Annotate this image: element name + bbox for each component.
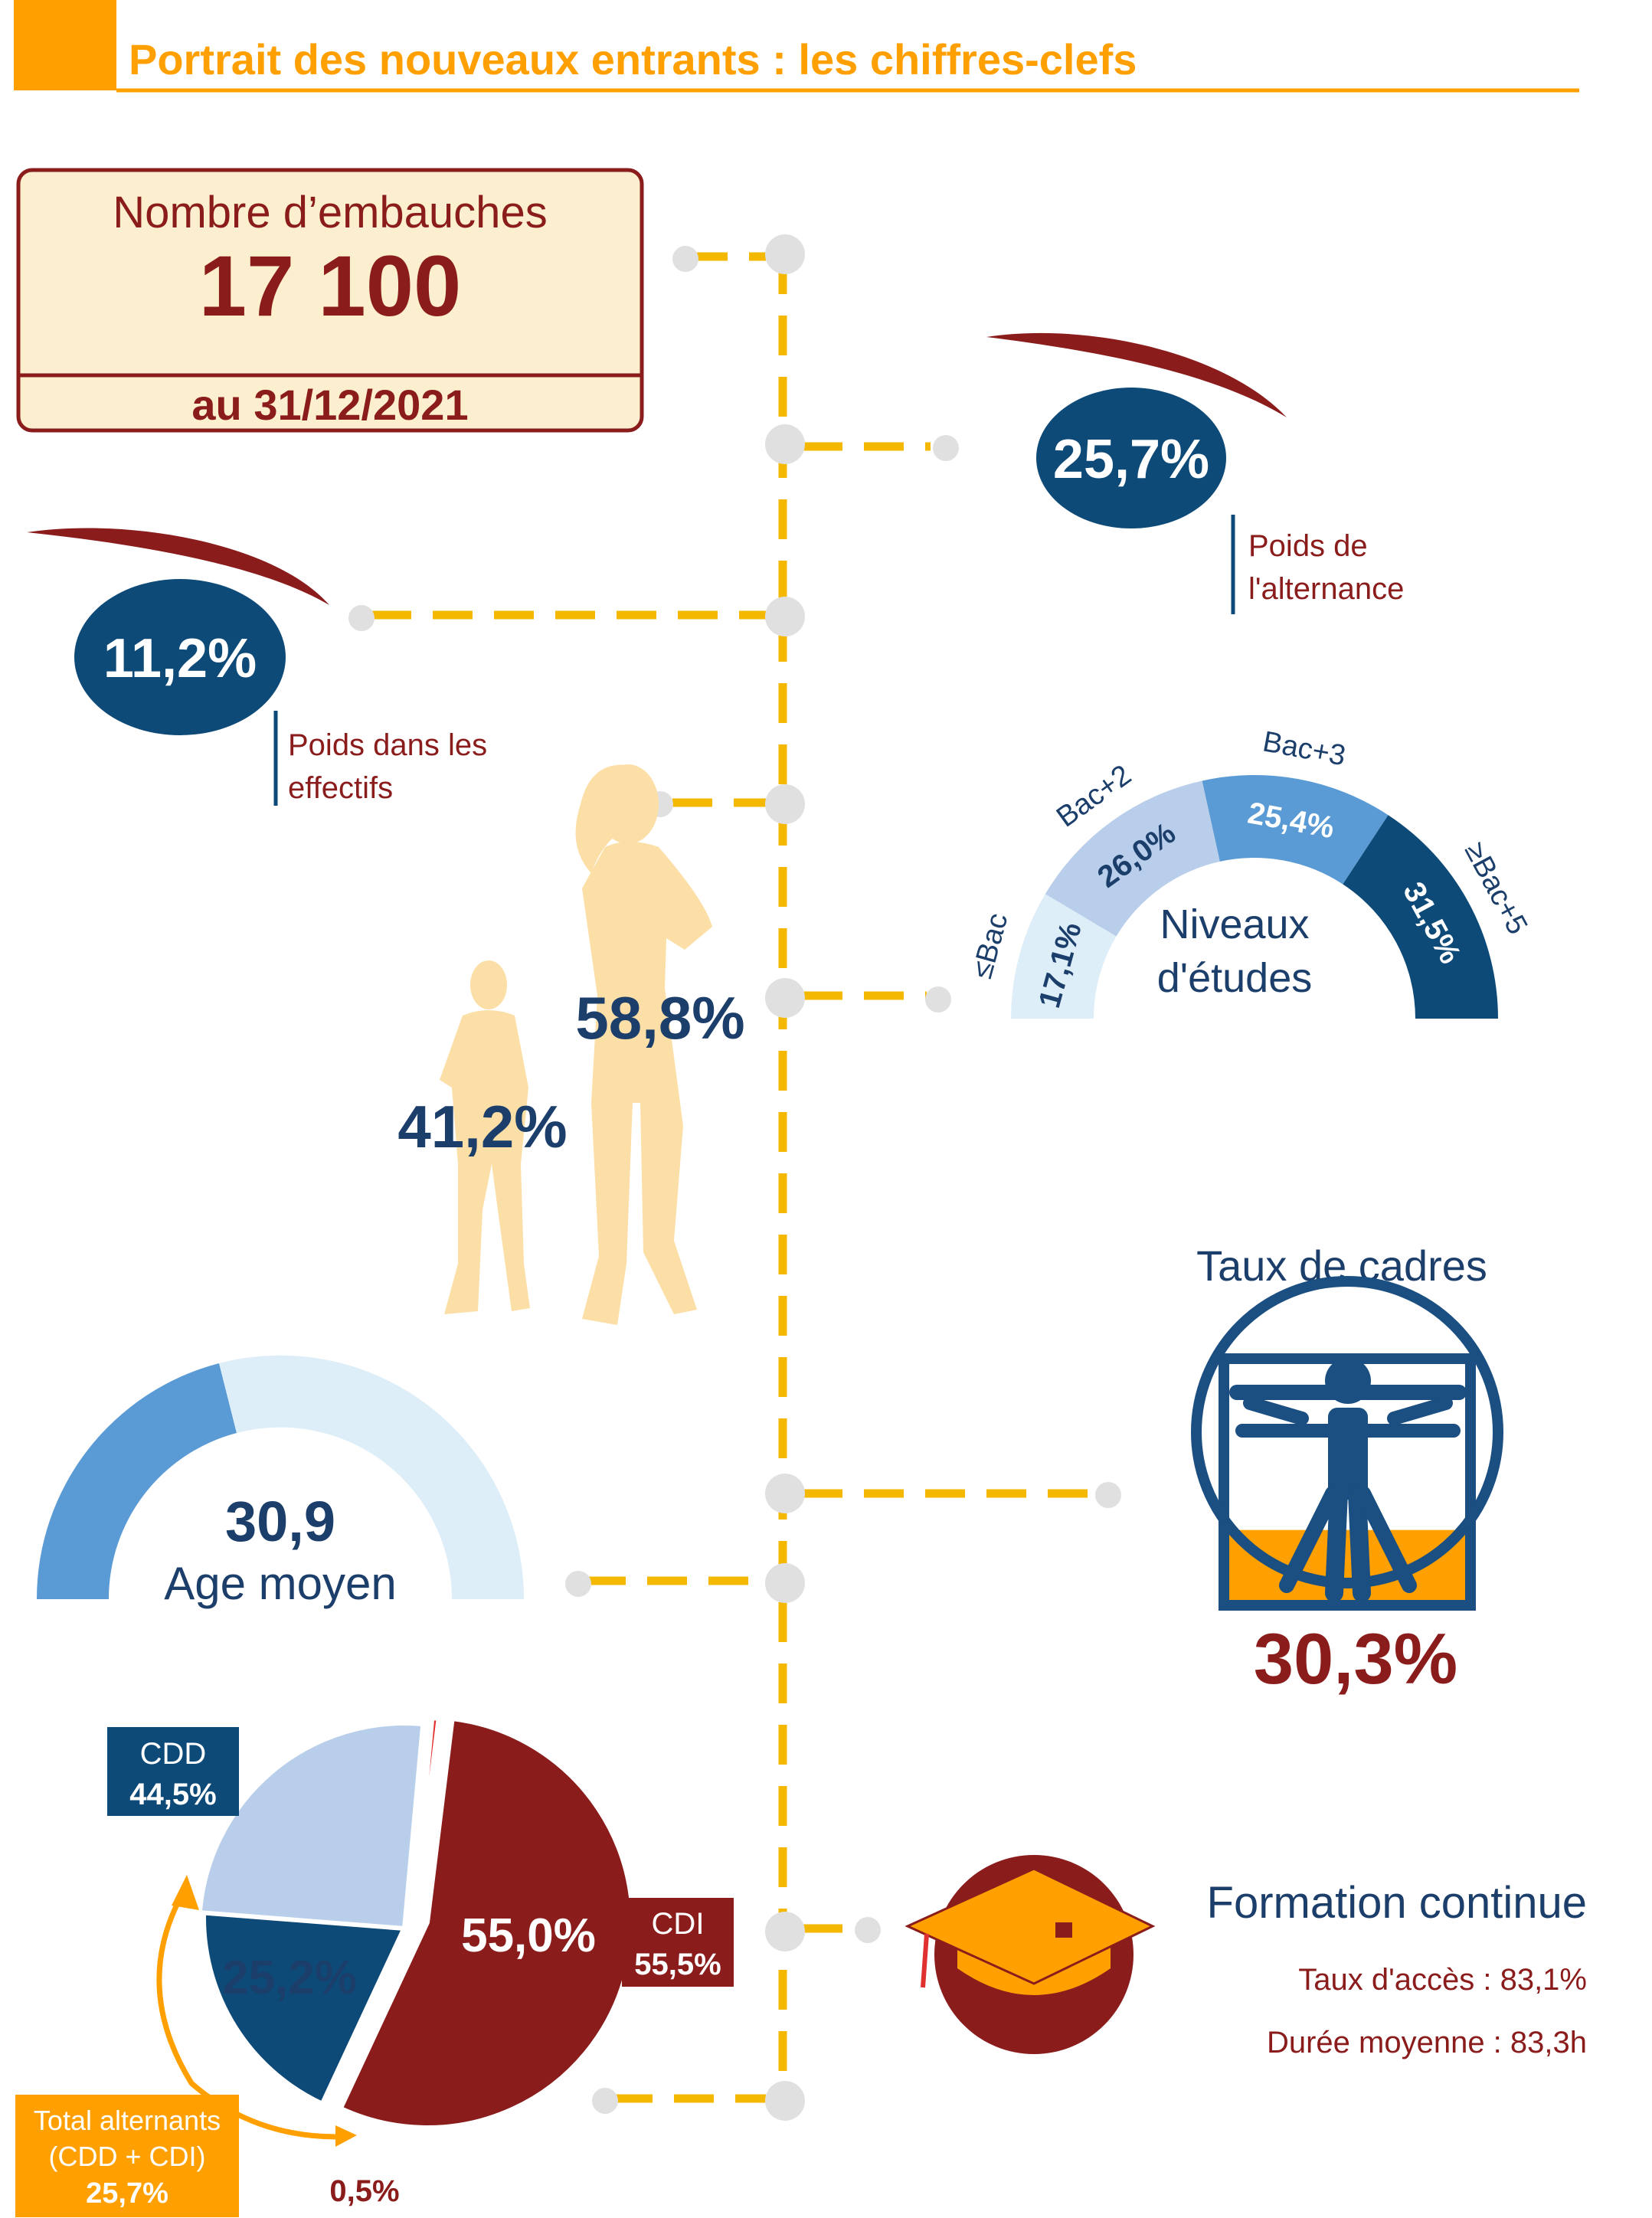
education-title-line1: Niveaux <box>1160 901 1309 947</box>
cadres-block: Taux de cadres 30,3% <box>1191 1241 1503 1699</box>
education-category-label: ≤Bac <box>966 910 1014 982</box>
education-category-label: Bac+3 <box>1261 725 1349 772</box>
effectifs-label-2: effectifs <box>288 771 393 805</box>
alternance-value: 25,7% <box>1053 429 1209 490</box>
education-slice <box>1011 894 1117 1019</box>
badge-cdd: CDD 44,5% <box>107 1727 239 1816</box>
alternance-label-2: l'alternance <box>1248 572 1404 606</box>
contract-value-label: 25,2% <box>222 1951 357 2004</box>
age-label: Age moyen <box>164 1558 397 1609</box>
alternance-bubble: 25,7% Poids de l'alternance <box>986 332 1404 614</box>
badge-alternants-value: 25,7% <box>86 2177 168 2210</box>
badge-cdd-value: 44,5% <box>129 1778 216 1811</box>
education-slice <box>1343 815 1498 1019</box>
education-slice <box>1045 780 1220 937</box>
timeline-nodes <box>348 234 1121 2121</box>
graduation-cap-icon <box>905 1855 1156 2054</box>
alternance-label-1: Poids de <box>1248 529 1368 563</box>
badge-cdi-title: CDI <box>652 1907 705 1941</box>
effectifs-bubble: 11,2% Poids dans les effectifs <box>27 528 487 806</box>
hires-value: 17 100 <box>199 238 462 334</box>
badge-cdi-value: 55,5% <box>634 1948 721 1981</box>
education-title-line2: d'études <box>1157 955 1312 1001</box>
education-slice <box>1202 774 1389 885</box>
contract-slice <box>411 1715 442 1923</box>
formation-duration: Durée moyenne : 83,3h <box>1267 2026 1587 2059</box>
hires-title: Nombre d’embauches <box>113 188 547 237</box>
contract-value-label: 55,0% <box>461 1909 596 1962</box>
formation-block: Formation continue Taux d'accès : 83,1% … <box>905 1855 1587 2059</box>
alternants-arrow-icon <box>156 1875 357 2147</box>
formation-title: Formation continue <box>1207 1878 1587 1928</box>
effectifs-label-1: Poids dans les <box>288 728 487 762</box>
badge-alternants: Total alternants (CDD + CDI) 25,7% <box>15 2095 239 2217</box>
hires-card: Nombre d’embauches 17 100 au 31/12/2021 <box>16 168 644 433</box>
cadres-value: 30,3% <box>1254 1618 1458 1699</box>
timeline-connectors <box>371 252 1095 2103</box>
effectifs-value: 11,2% <box>103 628 257 689</box>
woman-silhouette-icon <box>575 764 712 1325</box>
page-title: Portrait des nouveaux entrants : les chi… <box>129 35 1137 83</box>
gender-men-value: 41,2% <box>397 1093 567 1160</box>
contract-slice <box>201 1899 413 2107</box>
badge-alternants-line2: (CDD + CDI) <box>49 2141 206 2172</box>
badge-alternants-line1: Total alternants <box>34 2105 221 2136</box>
age-value: 30,9 <box>225 1490 335 1553</box>
formation-access: Taux d'accès : 83,1% <box>1298 1963 1587 1997</box>
hires-date: au 31/12/2021 <box>191 381 468 429</box>
vitruvian-man-icon <box>1191 1276 1503 1611</box>
contract-chart: 55,0%19,3%25,2%0,5% <box>197 1715 635 2208</box>
contract-slice <box>197 1721 426 1932</box>
man-silhouette-icon <box>440 960 530 1314</box>
badge-cdi: CDI 55,5% <box>622 1898 734 1987</box>
badge-cdd-title: CDD <box>140 1737 207 1771</box>
header-accent-block <box>14 0 116 90</box>
gender-women-value: 58,8% <box>575 984 744 1052</box>
contract-value-label: 0,5% <box>329 2174 399 2208</box>
age-gauge: 30,9 Age moyen <box>36 1355 524 1609</box>
